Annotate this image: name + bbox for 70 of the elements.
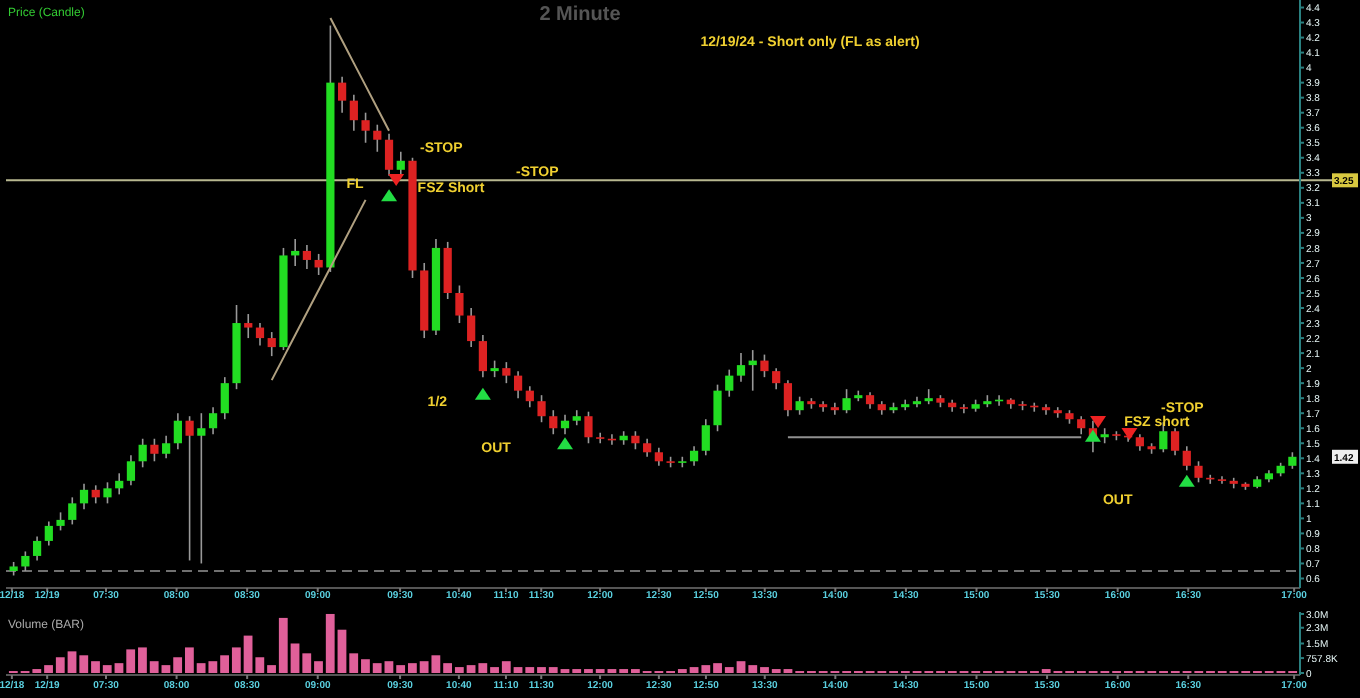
point [474, 387, 491, 400]
candlestick [162, 434, 171, 460]
candlestick [1194, 460, 1203, 484]
candlestick [819, 400, 828, 413]
candlestick [138, 437, 147, 469]
candlestick [760, 353, 769, 378]
candlestick [1217, 475, 1227, 485]
candlestick [689, 445, 699, 467]
candlestick [373, 123, 382, 153]
candlestick [502, 361, 511, 384]
candlestick [1041, 403, 1051, 416]
candlestick [44, 520, 53, 547]
candlestick [32, 535, 42, 562]
candlestick [56, 511, 65, 532]
candlestick [314, 253, 323, 276]
candlestick [103, 481, 112, 505]
point [557, 437, 574, 450]
candlestick [126, 454, 136, 487]
candlestick [208, 406, 218, 436]
candlestick [795, 395, 804, 416]
candlestick [361, 111, 370, 144]
candlestick [631, 430, 640, 451]
candlestick [91, 484, 100, 505]
candlestick [338, 75, 347, 114]
line-series [270, 198, 367, 382]
point [381, 189, 398, 202]
candlestick [1053, 406, 1062, 419]
candlestick [783, 379, 793, 418]
candlestick [384, 132, 394, 177]
candlestick [1170, 427, 1180, 457]
candlestick [68, 496, 77, 526]
candlestick [842, 388, 851, 415]
candlestick [467, 307, 476, 348]
candlestick [772, 367, 781, 390]
point [1178, 474, 1195, 487]
candlestick [584, 410, 593, 445]
candlestick [197, 412, 206, 565]
candlestick [537, 394, 546, 424]
candlestick [959, 403, 968, 415]
candlestick [596, 431, 605, 445]
candlestick [513, 370, 523, 399]
candlestick [79, 483, 89, 511]
candlestick [549, 409, 558, 436]
candlestick [455, 284, 464, 324]
candlestick [267, 331, 276, 357]
candlestick [21, 550, 30, 572]
candlestick [560, 413, 570, 436]
candlestick [255, 322, 265, 347]
candlestick [525, 385, 534, 408]
candlestick [478, 334, 487, 378]
candlestick [736, 352, 746, 383]
candlestick [396, 150, 405, 177]
candlestick [150, 437, 159, 463]
candlestick [654, 446, 663, 467]
candlestick [244, 313, 253, 339]
candlestick [725, 368, 734, 398]
candlestick [830, 401, 839, 416]
candlestick [185, 415, 194, 562]
candlestick [173, 412, 182, 451]
candlestick [302, 244, 312, 270]
line-series [329, 17, 391, 132]
candlestick [443, 241, 452, 300]
candlestick [643, 437, 652, 458]
candlestick [701, 418, 710, 457]
candlestick [115, 472, 124, 496]
chart-title: 2 Minute [539, 4, 622, 26]
candlestick [1182, 445, 1191, 472]
candlestick [349, 93, 358, 132]
candlestick [220, 376, 229, 421]
candlestick [713, 383, 722, 433]
